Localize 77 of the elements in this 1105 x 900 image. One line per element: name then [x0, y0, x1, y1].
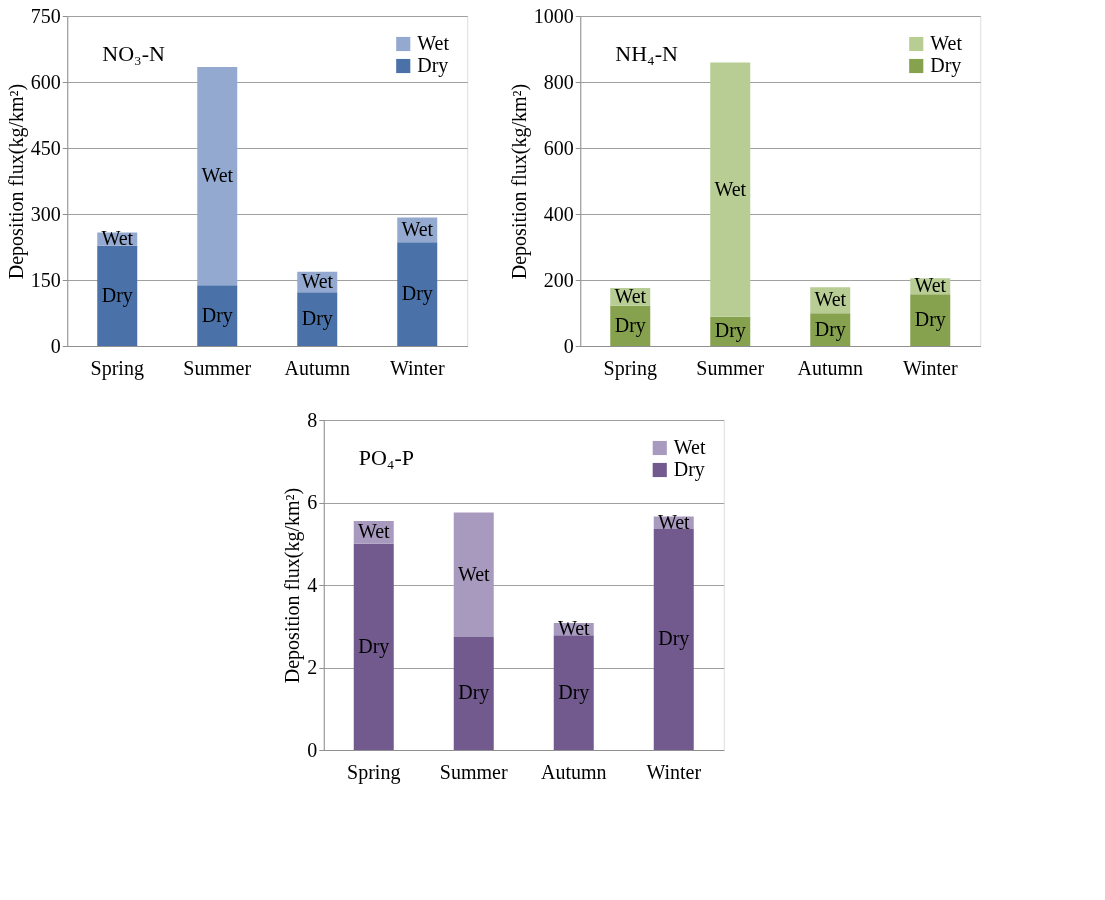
bar — [710, 62, 751, 317]
text: Wet — [557, 617, 590, 640]
x-tick-label: Winter — [646, 760, 702, 783]
text: Wet — [814, 288, 847, 311]
text: NH₄-N — [615, 41, 679, 66]
y-tick-label: 300 — [30, 202, 61, 225]
x-tick-label: Winter — [389, 356, 445, 379]
y-tick-label: 400 — [543, 202, 574, 225]
legend-label: Wet — [673, 436, 706, 458]
bar — [553, 635, 594, 750]
text: Wet — [101, 227, 134, 250]
x-tick-label: Summer — [696, 356, 765, 379]
bar — [353, 543, 394, 750]
text: Wet — [301, 269, 334, 292]
text: Dry — [914, 308, 946, 331]
bar — [453, 512, 494, 637]
bar — [197, 67, 238, 286]
legend-label: Wet — [930, 32, 963, 54]
y-tick-label: 6 — [307, 491, 318, 513]
bar — [453, 636, 494, 750]
text: Wet — [201, 164, 234, 187]
text: PO₄-P — [358, 445, 415, 470]
y-axis-title: Deposition flux(kg/km²) — [507, 83, 531, 280]
y-tick-label: 4 — [307, 573, 318, 596]
text: Dry — [558, 680, 590, 703]
text: Dry — [814, 317, 846, 340]
text: Dry — [301, 307, 333, 330]
text: Wet — [357, 520, 390, 543]
bar — [297, 292, 338, 346]
y-tick-label: 0 — [307, 738, 318, 761]
text: Dry — [714, 319, 746, 342]
x-tick-label: Autumn — [284, 356, 351, 379]
text: Dry — [358, 634, 390, 657]
text: Dry — [458, 681, 490, 704]
text: Dry — [101, 283, 133, 306]
text: Dry — [201, 303, 233, 326]
bar — [653, 528, 694, 750]
y-tick-label: 600 — [30, 70, 61, 93]
text: Dry — [614, 313, 646, 336]
text: NO₃-N — [102, 41, 166, 66]
x-tick-label: Autumn — [540, 760, 607, 783]
y-tick-label: 2 — [307, 656, 318, 678]
y-tick-label: 0 — [563, 334, 574, 357]
text: Dry — [658, 627, 690, 650]
bar — [197, 285, 238, 346]
text: Wet — [914, 274, 947, 297]
legend-label: Dry — [417, 54, 449, 77]
text: Wet — [657, 510, 690, 533]
text: Wet — [401, 217, 434, 240]
y-tick-label: 0 — [50, 334, 61, 357]
y-tick-label: 450 — [30, 136, 61, 159]
x-tick-label: Autumn — [797, 356, 864, 379]
y-tick-label: 750 — [30, 4, 61, 27]
legend-label: Dry — [930, 54, 962, 77]
y-tick-label: 800 — [543, 70, 574, 93]
bar — [97, 245, 138, 346]
bar — [910, 294, 951, 346]
x-tick-label: Summer — [439, 760, 508, 783]
x-tick-label: Winter — [902, 356, 958, 379]
x-tick-label: Summer — [183, 356, 252, 379]
x-tick-label: Spring — [90, 356, 144, 380]
x-tick-label: Spring — [603, 356, 657, 380]
y-axis-title: Deposition flux(kg/km²) — [4, 83, 28, 280]
y-tick-label: 200 — [543, 268, 574, 291]
legend-label: Wet — [417, 32, 450, 54]
y-tick-label: 1000 — [533, 4, 574, 27]
text: Wet — [714, 177, 747, 200]
text: Wet — [614, 284, 647, 307]
y-tick-label: 8 — [307, 408, 318, 431]
y-tick-label: 150 — [30, 268, 61, 291]
y-tick-label: 600 — [543, 136, 574, 159]
x-tick-label: Spring — [347, 760, 401, 784]
text: Wet — [457, 562, 490, 585]
legend-label: Dry — [673, 458, 705, 481]
y-axis-title: Deposition flux(kg/km²) — [281, 487, 305, 684]
text: Dry — [401, 282, 433, 305]
bar — [397, 242, 438, 346]
